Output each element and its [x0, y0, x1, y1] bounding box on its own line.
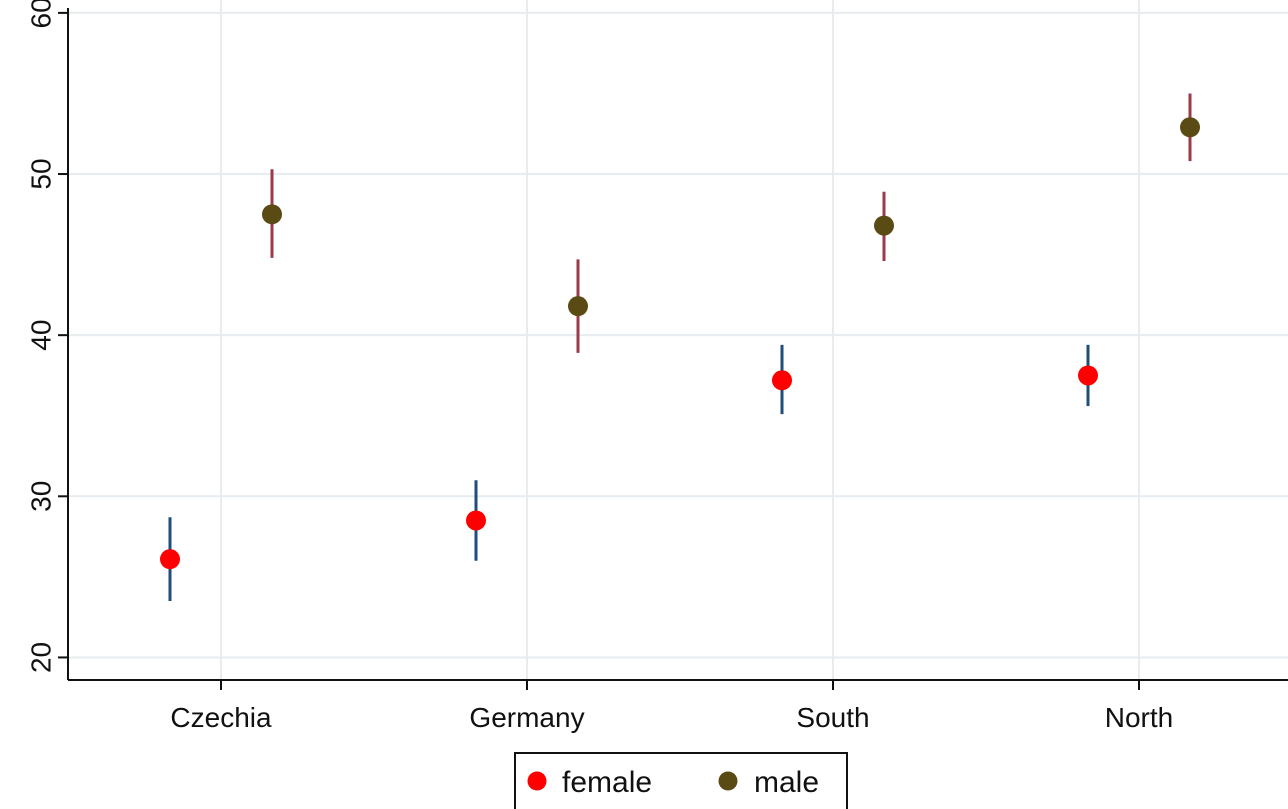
legend-label-female: female: [562, 766, 652, 799]
point-female: [772, 370, 792, 391]
legend: female male: [514, 752, 848, 809]
y-tick-label: 30: [25, 481, 56, 512]
y-tick-label: 50: [25, 158, 56, 189]
x-tick-label-germany: Germany: [469, 702, 584, 733]
point-male: [1180, 117, 1200, 138]
point-male: [262, 204, 282, 225]
legend-marker-female: [527, 771, 547, 791]
point-male: [874, 215, 894, 236]
point-female: [466, 510, 486, 531]
y-tick-label: 60: [25, 0, 56, 28]
x-tick-label-czechia: Czechia: [170, 702, 272, 733]
grid: [68, 0, 1288, 680]
x-tick-label-north: North: [1105, 702, 1173, 733]
point-female: [1078, 365, 1098, 386]
y-tick-label: 20: [25, 642, 56, 673]
legend-label-male: male: [754, 766, 819, 799]
legend-box: [514, 752, 848, 809]
x-tick-label-south: South: [796, 702, 869, 733]
point-female: [160, 549, 180, 570]
point-male: [568, 296, 588, 317]
axes: [58, 8, 1288, 690]
legend-marker-male: [718, 771, 738, 791]
tick-labels: 20 30 40 50 60 Czechia Germany South North: [25, 0, 1173, 733]
y-tick-label: 40: [25, 320, 56, 351]
data-marks: [160, 93, 1200, 602]
